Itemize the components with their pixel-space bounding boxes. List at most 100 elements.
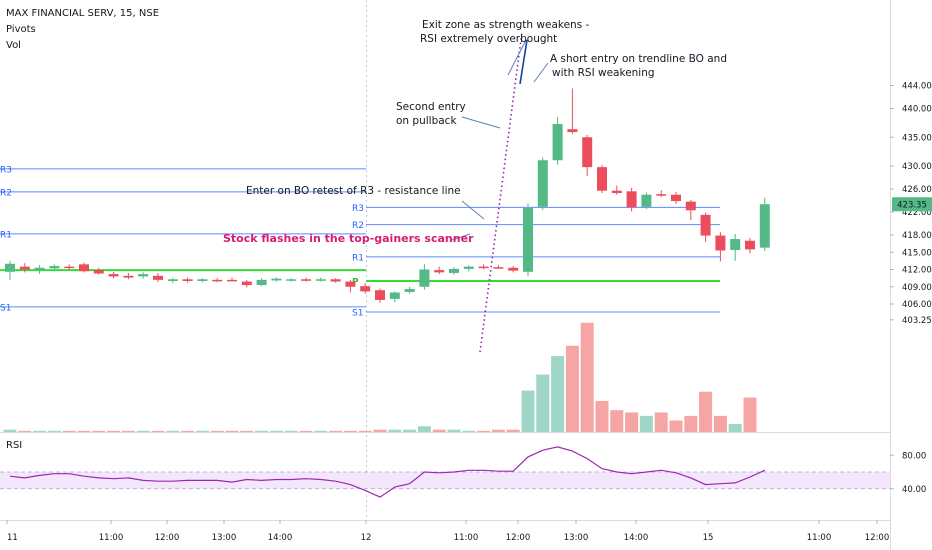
- rsi-line: [9, 446, 766, 498]
- time-tick-label: 13:00: [564, 533, 589, 543]
- candle[interactable]: [389, 292, 400, 299]
- time-tick-label: 11:00: [99, 533, 124, 543]
- candle[interactable]: [611, 190, 622, 194]
- candle[interactable]: [256, 279, 267, 286]
- candle[interactable]: [493, 267, 504, 269]
- volume-bar: [121, 430, 135, 432]
- candle[interactable]: [597, 167, 607, 191]
- volume-bar: [269, 430, 283, 432]
- candle[interactable]: [508, 267, 519, 271]
- volume-bar: [417, 426, 431, 432]
- candle[interactable]: [700, 214, 711, 236]
- time-tick-label: 12:00: [865, 533, 890, 543]
- candle[interactable]: [552, 124, 563, 161]
- candle[interactable]: [153, 275, 163, 280]
- volume-bar: [107, 430, 121, 432]
- candle[interactable]: [315, 279, 326, 281]
- candle[interactable]: [404, 289, 415, 292]
- candle[interactable]: [730, 239, 741, 250]
- volume-bar: [314, 430, 328, 432]
- candle[interactable]: [478, 266, 489, 269]
- rsi-legend[interactable]: RSI: [6, 440, 23, 451]
- candle[interactable]: [34, 267, 45, 271]
- volume-bar: [625, 412, 639, 432]
- volume-bar: [373, 429, 387, 432]
- volume-legend[interactable]: Vol: [6, 40, 21, 51]
- candle[interactable]: [108, 274, 119, 277]
- annotation-bo-retest: Enter on BO retest of R3 - resistance li…: [246, 185, 461, 197]
- time-tick-label: 11: [7, 533, 18, 543]
- candle[interactable]: [582, 137, 593, 168]
- pivot-label-r1-day2: R1: [352, 253, 364, 263]
- candle[interactable]: [434, 270, 445, 273]
- candle[interactable]: [656, 194, 667, 196]
- symbol-title: MAX FINANCIAL SERV, 15, NSE: [6, 8, 160, 19]
- volume-bar: [284, 430, 298, 432]
- candle[interactable]: [715, 235, 726, 251]
- price-tick-label: 409.00: [902, 283, 932, 293]
- candle[interactable]: [537, 160, 548, 207]
- time-tick-label: 11:00: [454, 533, 479, 543]
- candle[interactable]: [419, 269, 430, 287]
- candle[interactable]: [19, 266, 30, 270]
- volume-bar: [432, 429, 446, 432]
- rsi-band: [0, 472, 890, 489]
- candle[interactable]: [123, 275, 134, 278]
- volume-bar: [654, 412, 668, 432]
- candle[interactable]: [271, 278, 282, 281]
- candle[interactable]: [449, 268, 459, 273]
- volume-bar: [181, 430, 195, 432]
- candle[interactable]: [360, 286, 371, 292]
- candle[interactable]: [5, 263, 15, 272]
- volume-bar: [403, 429, 417, 432]
- candle[interactable]: [759, 204, 770, 248]
- candle[interactable]: [301, 279, 311, 281]
- candle[interactable]: [227, 279, 237, 282]
- annotation-exit-zone: Exit zone as strength weakens -: [422, 19, 590, 31]
- volume-bar: [358, 430, 372, 432]
- candle[interactable]: [138, 274, 149, 277]
- price-tick-label: 406.00: [902, 300, 932, 310]
- candle[interactable]: [330, 279, 341, 282]
- candle[interactable]: [182, 279, 193, 281]
- candle[interactable]: [463, 266, 474, 269]
- candle[interactable]: [64, 266, 75, 269]
- candle[interactable]: [212, 279, 223, 282]
- candle[interactable]: [49, 266, 60, 269]
- volume-bar: [77, 430, 91, 432]
- pivot-label-r3-day1: R3: [0, 165, 12, 175]
- candle[interactable]: [626, 191, 637, 208]
- candle[interactable]: [745, 240, 755, 250]
- time-tick-label: 14:00: [268, 533, 293, 543]
- volume-bar: [33, 430, 47, 432]
- candle[interactable]: [641, 194, 652, 207]
- pivot-label-s1-day1: S1: [0, 303, 11, 313]
- candle[interactable]: [375, 290, 385, 300]
- pivot-label-r2-day2: R2: [352, 221, 364, 231]
- candle[interactable]: [286, 279, 297, 281]
- candle[interactable]: [685, 201, 696, 211]
- pivot-label-r2-day1: R2: [0, 188, 12, 198]
- annotation-short-entry: A short entry on trendline BO and: [550, 53, 727, 65]
- annotation-short-entry-2: with RSI weakening: [552, 67, 655, 79]
- pivots-legend[interactable]: Pivots: [6, 24, 36, 35]
- candle[interactable]: [671, 194, 681, 202]
- annotation-exit-zone-2: RSI extremely overbought: [420, 33, 557, 45]
- rsi-tick-label: 40.00: [902, 485, 926, 495]
- candle[interactable]: [345, 281, 356, 287]
- candle[interactable]: [93, 270, 104, 274]
- candle[interactable]: [523, 207, 533, 272]
- arrow-second-entry: [461, 116, 501, 129]
- candle[interactable]: [167, 279, 178, 281]
- volume-bar: [47, 430, 61, 432]
- candle[interactable]: [567, 129, 578, 133]
- volume-bar: [551, 356, 565, 432]
- rsi-tick-label: 80.00: [902, 451, 926, 461]
- volume-bar: [521, 390, 535, 432]
- candle[interactable]: [197, 279, 208, 281]
- candle[interactable]: [241, 281, 252, 286]
- candle[interactable]: [79, 264, 89, 272]
- price-tick-label: 426.00: [902, 185, 932, 195]
